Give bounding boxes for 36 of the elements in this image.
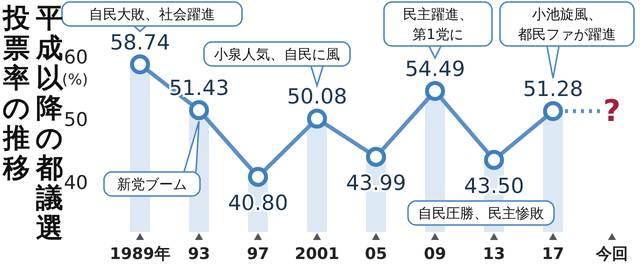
point: [248, 166, 268, 187]
annotation: 小泉人気、自民に風: [214, 47, 340, 63]
point: [189, 100, 209, 120]
x-tick-label: 05: [364, 244, 388, 263]
data-label: 43.50: [464, 174, 524, 198]
annotation: 民主躍進、第1党に: [403, 7, 473, 43]
annotation: ?: [603, 94, 621, 130]
point: [425, 80, 445, 101]
x-tick-label: 93: [188, 244, 210, 263]
annotation: 自民圧勝、民主惨敗: [418, 206, 544, 222]
data-label: 58.74: [110, 30, 170, 54]
point: [484, 150, 504, 170]
data-label: 40.80: [228, 190, 288, 215]
y-tick-label: 40: [64, 172, 88, 194]
x-tick-label: 今回: [595, 244, 628, 263]
y-tick-label: 60: [64, 46, 88, 68]
annotation: 新党ブーム: [117, 177, 187, 193]
point: [366, 146, 386, 167]
x-tick-label: 1989年: [110, 244, 170, 263]
x-tick-label: 2001: [294, 244, 340, 263]
x-tick-label: 17: [542, 244, 564, 263]
annotation: 小池旋風、都民ファが躍進: [518, 7, 616, 43]
annotation: 自民大敗、社会躍進: [89, 7, 215, 23]
y-axis-title: (%): [62, 70, 88, 88]
x-tick-label: 13: [482, 244, 506, 263]
data-label: 51.43: [168, 76, 230, 100]
point: [307, 108, 327, 129]
x-tick-label: 09: [424, 244, 446, 263]
y-tick-label: 50: [64, 109, 88, 132]
data-label: 50.08: [286, 84, 348, 109]
point: [130, 54, 150, 74]
chart-title: 平成以降の都議選投票率の推移: [2, 3, 64, 244]
x-tick-label: 97: [246, 244, 270, 263]
data-label: 43.99: [346, 170, 406, 195]
data-label: 51.28: [522, 77, 584, 102]
point: [543, 101, 563, 122]
